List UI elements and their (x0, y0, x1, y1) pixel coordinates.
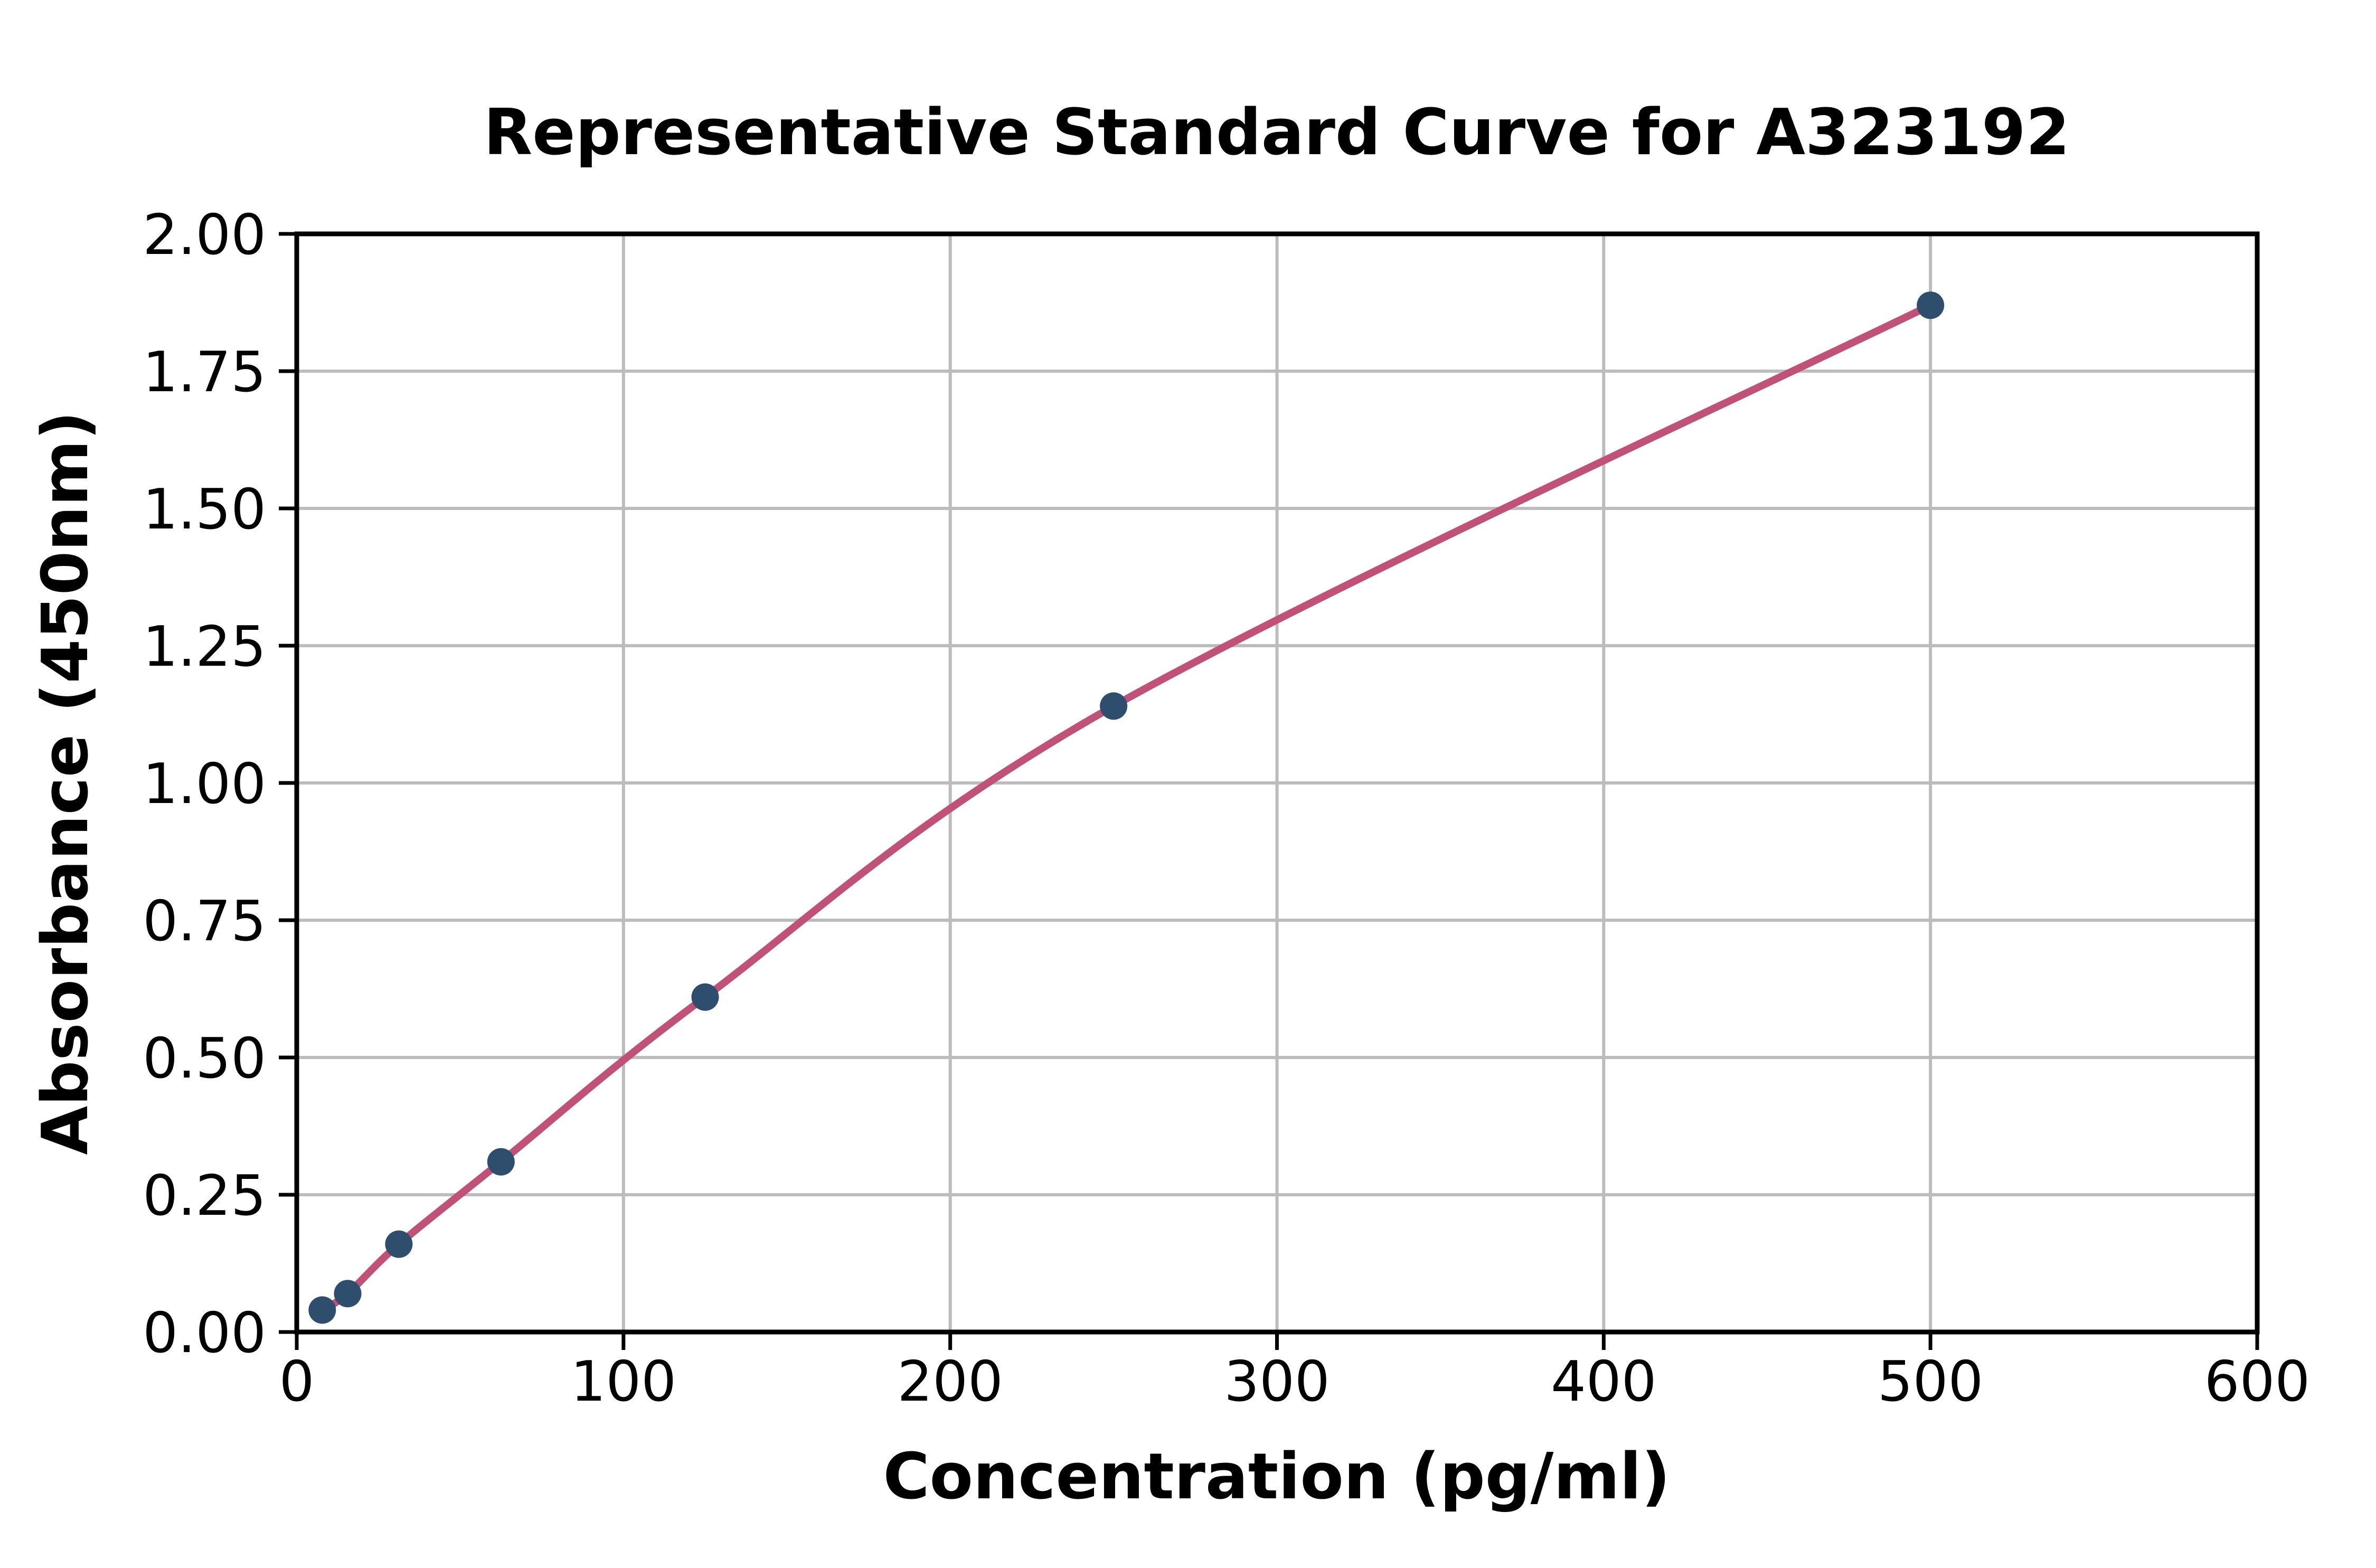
x-tick-label: 500 (1878, 1349, 1983, 1414)
chart-title: Representative Standard Curve for A32319… (484, 96, 2070, 169)
x-tick-label: 400 (1551, 1349, 1656, 1414)
x-tick-label: 600 (2204, 1349, 2310, 1414)
plot-area: 0 100 200 300 400 500 600 0.00 0.25 0.50 0.75 1.00 1… (143, 203, 2310, 1414)
y-tick-label: 1.00 (143, 752, 266, 816)
x-tick-label: 200 (897, 1349, 1003, 1414)
y-tick-label: 0.50 (143, 1026, 266, 1091)
y-tick-label: 0.25 (143, 1164, 266, 1228)
x-tick-label: 100 (571, 1349, 676, 1414)
y-tick-label: 1.75 (143, 340, 266, 404)
y-tick-label: 0.00 (143, 1301, 266, 1365)
data-point (691, 983, 719, 1011)
x-tick-label: 300 (1224, 1349, 1330, 1414)
y-tick-label: 1.25 (143, 615, 266, 679)
plot-border (294, 231, 2260, 1335)
data-point (487, 1148, 515, 1176)
x-tick-label: 0 (279, 1349, 315, 1414)
data-point (1100, 692, 1128, 720)
data-point (385, 1230, 413, 1258)
data-point (334, 1280, 362, 1308)
data-point (1917, 291, 1945, 319)
y-tick-label: 0.75 (143, 889, 266, 953)
y-axis-label: Absorbance (450nm) (29, 411, 102, 1155)
y-tick-label: 1.50 (143, 477, 266, 542)
y-tick-label: 2.00 (143, 203, 266, 267)
data-point (308, 1296, 336, 1324)
x-axis-label: Concentration (pg/ml) (883, 1440, 1670, 1514)
